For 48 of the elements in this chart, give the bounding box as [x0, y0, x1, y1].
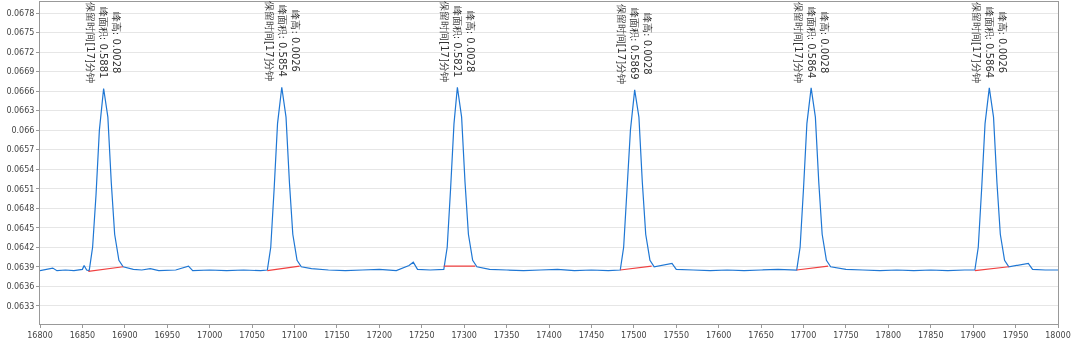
- x-tick-label: 16800: [27, 330, 53, 340]
- annotation: 峰高: 0.0028 峰面积: 0.5821 保留时间[17]分钟: [439, 1, 477, 82]
- y-tick-label: 0.0636: [6, 282, 35, 292]
- y-tick-label: 0.0675: [6, 28, 35, 38]
- annotation: 峰高: 0.0026 峰面积: 0.5864 保留时间[17]分钟: [970, 2, 1008, 83]
- annotation: 峰高: 0.0026 峰面积: 0.5854 保留时间[17]分钟: [263, 0, 301, 82]
- x-tick-label: 16900: [112, 330, 138, 340]
- y-tick-label: 0.0642: [6, 243, 35, 253]
- y-tick-label: 0.0678: [6, 8, 35, 18]
- y-tick-label: 0.0651: [6, 184, 35, 194]
- y-tick-label: 0.0672: [6, 47, 35, 57]
- y-tick-label: 0.0648: [6, 204, 35, 214]
- annotation: 峰高: 0.0028 峰面积: 0.5869 保留时间[17]分钟: [616, 3, 653, 85]
- annotation: 峰高: 0.0028 峰面积: 0.5881 保留时间[17]分钟: [84, 2, 122, 83]
- line-series: [40, 86, 1058, 272]
- x-tick-label: 17900: [960, 330, 986, 340]
- x-tick-label: 17600: [705, 330, 732, 340]
- x-tick-label: 17700: [790, 330, 817, 340]
- x-tick-label: 17800: [875, 330, 902, 340]
- annotation: 峰高: 0.0028 峰面积: 0.5864 保留时间[17]分钟: [792, 2, 830, 83]
- x-tick-label: 17150: [324, 330, 350, 340]
- y-tick-label: 0.0654: [6, 164, 35, 174]
- x-tick-label: 16950: [154, 330, 180, 340]
- x-tick-label: 17300: [451, 330, 477, 340]
- y-tick-label: 0.066: [11, 125, 35, 135]
- x-tick-label: 17200: [366, 330, 393, 340]
- x-tick-label: 17400: [536, 330, 562, 340]
- x-tick-label: 17650: [748, 330, 774, 340]
- y-tick-label: 0.0639: [6, 262, 35, 272]
- x-tick-label: 17100: [281, 330, 308, 340]
- x-tick-label: 18000: [1045, 330, 1071, 340]
- x-tick-label: 17750: [833, 330, 859, 340]
- y-tick-label: 0.0663: [6, 106, 35, 116]
- x-tick-label: 17350: [493, 330, 520, 340]
- x-tick-label: 17500: [621, 330, 647, 340]
- x-tick-label: 17000: [196, 330, 223, 340]
- x-tick-label: 17450: [578, 330, 605, 340]
- y-tick-label: 0.0633: [6, 301, 35, 311]
- y-tick-label: 0.0669: [6, 67, 35, 77]
- x-tick-label: 17550: [663, 330, 689, 340]
- y-tick-label: 0.0657: [6, 145, 35, 155]
- y-tick-label: 0.0666: [6, 86, 35, 96]
- x-tick-label: 16850: [69, 330, 96, 340]
- x-tick-label: 17850: [918, 330, 944, 340]
- x-tick-label: 17250: [409, 330, 435, 340]
- x-tick-label: 17050: [239, 330, 265, 340]
- x-tick-label: 17950: [1002, 330, 1029, 340]
- y-tick-label: 0.0645: [6, 223, 35, 233]
